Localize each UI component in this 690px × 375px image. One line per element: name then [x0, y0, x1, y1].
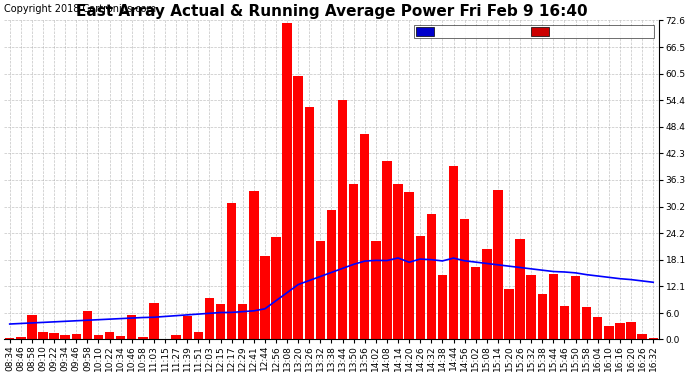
Bar [249, 190, 259, 339]
Bar [460, 219, 469, 339]
Bar [227, 203, 237, 339]
Bar [50, 333, 59, 339]
Bar [393, 184, 403, 339]
Bar [5, 338, 14, 339]
Bar [238, 304, 248, 339]
Bar [448, 166, 458, 339]
Bar [426, 214, 436, 339]
Bar [382, 160, 392, 339]
Bar [315, 241, 325, 339]
Bar [61, 335, 70, 339]
Bar [415, 236, 425, 339]
Bar [538, 294, 547, 339]
Bar [205, 298, 214, 339]
Bar [526, 275, 536, 339]
Text: Copyright 2018 Cartronics.com: Copyright 2018 Cartronics.com [4, 4, 156, 14]
Bar [183, 316, 192, 339]
Bar [593, 317, 602, 339]
Bar [504, 289, 513, 339]
Legend: Average  (DC Watts), East Array  (DC Watts): Average (DC Watts), East Array (DC Watts… [414, 25, 654, 38]
Bar [493, 190, 502, 339]
Bar [171, 336, 181, 339]
Bar [304, 108, 314, 339]
Bar [515, 239, 525, 339]
Bar [105, 332, 115, 339]
Bar [38, 332, 48, 339]
Bar [582, 307, 591, 339]
Bar [72, 334, 81, 339]
Bar [549, 274, 558, 339]
Bar [338, 100, 347, 339]
Bar [282, 23, 292, 339]
Bar [116, 336, 126, 339]
Bar [94, 335, 104, 339]
Bar [216, 304, 225, 339]
Bar [327, 210, 336, 339]
Bar [149, 303, 159, 339]
Bar [404, 192, 414, 339]
Bar [349, 184, 358, 339]
Bar [138, 336, 148, 339]
Bar [260, 256, 270, 339]
Bar [571, 276, 580, 339]
Bar [360, 134, 369, 339]
Bar [271, 237, 281, 339]
Bar [293, 76, 303, 339]
Bar [560, 306, 569, 339]
Bar [27, 315, 37, 339]
Bar [16, 337, 26, 339]
Bar [627, 322, 635, 339]
Bar [371, 241, 381, 339]
Bar [482, 249, 491, 339]
Bar [83, 311, 92, 339]
Bar [127, 315, 137, 339]
Bar [437, 274, 447, 339]
Bar [604, 326, 613, 339]
Title: East Array Actual & Running Average Power Fri Feb 9 16:40: East Array Actual & Running Average Powe… [76, 4, 587, 19]
Bar [638, 334, 647, 339]
Bar [471, 267, 480, 339]
Bar [615, 323, 624, 339]
Bar [194, 332, 203, 339]
